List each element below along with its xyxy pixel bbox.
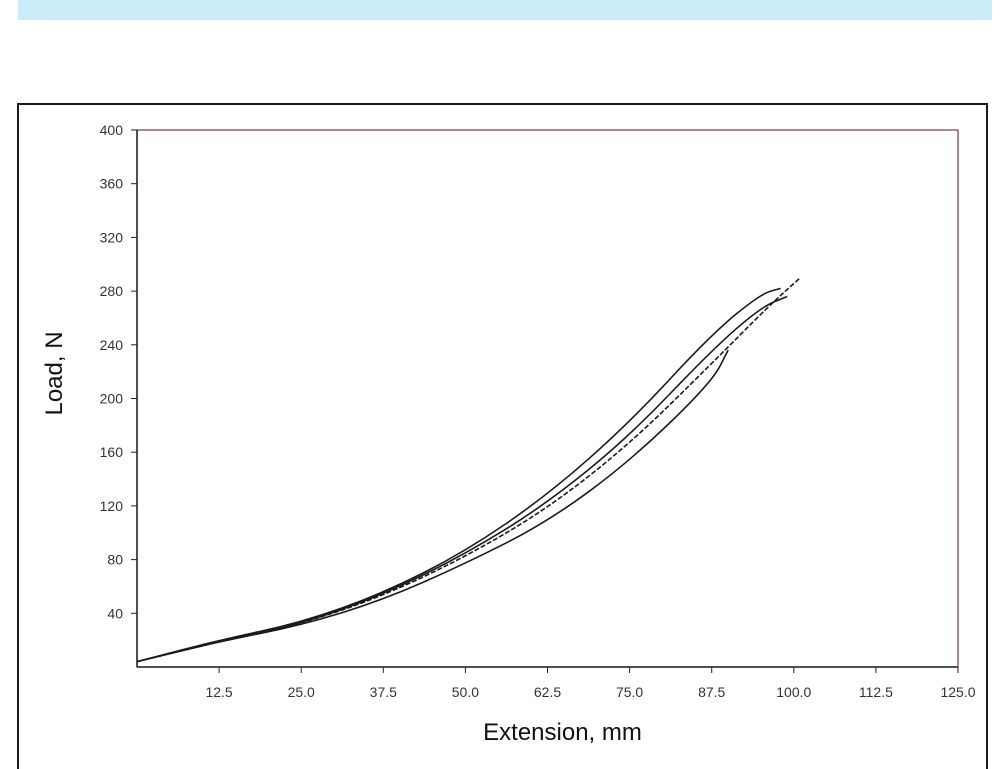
y-tick-label: 240: [100, 337, 124, 353]
x-tick-label: 125.0: [940, 684, 975, 700]
y-tick-label: 280: [100, 283, 124, 299]
y-tick-label: 160: [100, 444, 124, 460]
y-tick-label: 320: [100, 229, 124, 245]
series-line-4: [136, 349, 729, 663]
y-tick-label: 200: [100, 391, 124, 407]
series-line-3: [136, 277, 801, 663]
y-tick-label: 80: [107, 552, 123, 568]
series-group: [136, 277, 801, 663]
x-tick-label: 62.5: [534, 684, 561, 700]
x-tick-label: 75.0: [616, 684, 643, 700]
x-tick-label: 50.0: [452, 684, 479, 700]
x-tick-label: 12.5: [205, 684, 232, 700]
y-axis-title: Load, N: [41, 331, 68, 415]
x-tick-label: 112.5: [859, 684, 893, 700]
plot-border: [136, 129, 959, 668]
y-tick-label: 120: [100, 498, 124, 514]
series-line-1: [136, 287, 781, 663]
y-tick-label: 400: [100, 122, 124, 138]
x-axis-title: Extension, mm: [483, 719, 642, 746]
x-tick-label: 87.5: [698, 684, 725, 700]
y-tick-label: 40: [107, 605, 123, 621]
x-tick-label: 100.0: [776, 684, 811, 700]
x-tick-label: 25.0: [288, 684, 315, 700]
chart-frame: [17, 103, 988, 769]
series-line-2: [136, 295, 788, 663]
ticks: 12.5 25.0 37.5 50.0 62.5 75.0 87.5 100.0 112.5 12…: [100, 122, 976, 700]
y-tick-label: 360: [100, 176, 124, 192]
x-tick-label: 37.5: [370, 684, 397, 700]
header-band: [18, 0, 992, 20]
axes: [136, 130, 958, 668]
